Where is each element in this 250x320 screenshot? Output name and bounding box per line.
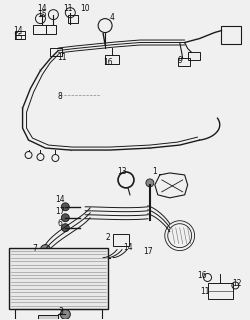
Text: 12: 12: [232, 279, 241, 288]
Circle shape: [40, 244, 50, 255]
Text: 10: 10: [80, 4, 90, 13]
Bar: [112, 234, 128, 246]
Text: 1: 1: [152, 167, 156, 176]
Text: 11: 11: [57, 53, 67, 62]
Bar: [50, 49, 62, 56]
Circle shape: [61, 224, 69, 232]
Bar: [207, 284, 233, 300]
Bar: [220, 26, 240, 44]
Bar: [68, 15, 78, 23]
Bar: [46, 25, 56, 34]
Bar: [32, 25, 46, 34]
Text: 14: 14: [13, 26, 22, 35]
Circle shape: [60, 309, 70, 319]
Bar: [38, 315, 58, 320]
Text: 16: 16: [103, 58, 113, 67]
Bar: [187, 52, 199, 60]
Text: 14: 14: [38, 4, 47, 13]
Bar: [14, 309, 102, 320]
Text: 15: 15: [38, 10, 47, 19]
Text: 7: 7: [32, 244, 37, 253]
Bar: [177, 59, 189, 67]
Text: 2: 2: [105, 233, 110, 242]
Text: 9: 9: [176, 56, 182, 65]
Circle shape: [61, 203, 69, 211]
Text: 17: 17: [142, 247, 152, 256]
Text: 11: 11: [199, 287, 208, 296]
Text: 3: 3: [58, 307, 62, 316]
Text: 6: 6: [58, 219, 62, 228]
Bar: [14, 31, 24, 38]
Text: 15: 15: [13, 33, 22, 42]
Text: 8: 8: [58, 92, 62, 101]
Circle shape: [145, 179, 153, 187]
Text: 11: 11: [63, 4, 73, 13]
Circle shape: [61, 214, 69, 222]
Text: 4: 4: [109, 13, 114, 22]
Bar: [105, 55, 118, 64]
Text: 16: 16: [196, 271, 205, 280]
Text: 14: 14: [123, 243, 132, 252]
Bar: [8, 248, 108, 309]
Text: 17: 17: [55, 207, 65, 216]
Text: 13: 13: [117, 167, 126, 176]
Text: 14: 14: [55, 195, 65, 204]
